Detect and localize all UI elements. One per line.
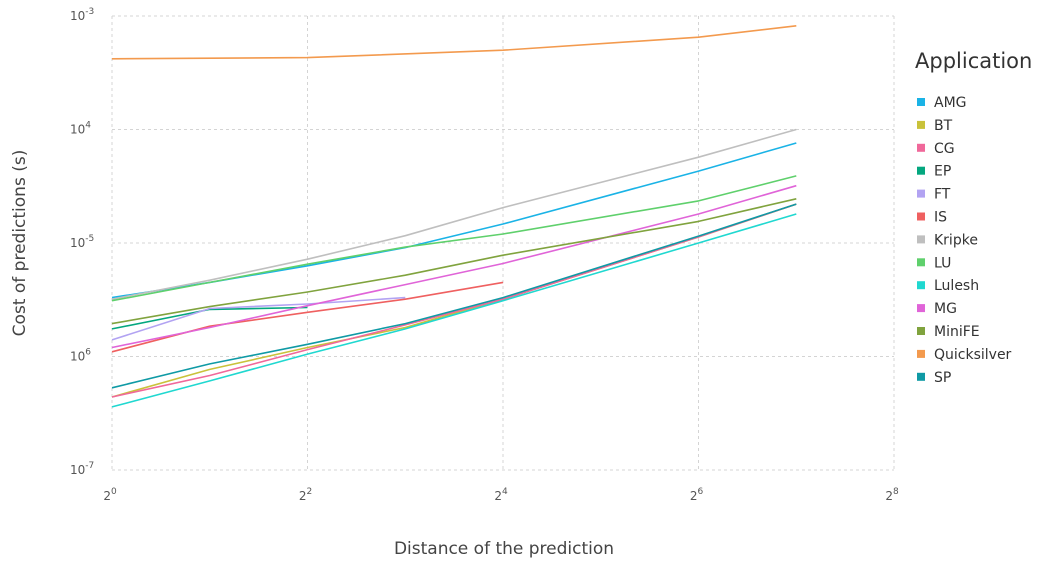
x-tick-label: 26 [690,487,704,503]
legend-label-ft: FT [934,187,951,203]
legend-swatch-lu [917,258,925,267]
series-lines [111,25,797,408]
y-tick-label: 10-7 [70,461,94,477]
legend-label-kripke: Kripke [934,232,978,248]
series-line-ft [111,296,406,341]
legend-label-is: IS [934,210,947,226]
x-tick-label: 22 [299,487,312,503]
legend-swatch-ep [917,166,925,175]
legend-label-ep: EP [934,164,951,180]
series-line-ep [111,306,308,330]
legend-swatch-bt [917,120,925,129]
axis-ticks: 20 22 24 26 28 10-3 104 10-5 106 10-7 [70,7,899,503]
legend-title: Application [915,49,1032,73]
legend-swatch-cg [917,143,925,152]
gridlines [111,15,895,471]
legend-label-bt: BT [934,118,953,134]
legend-swatch-ft [917,189,925,198]
legend-swatch-kripke [917,235,925,244]
legend-swatch-is [917,212,925,221]
legend-swatch-quicksilver [917,349,925,358]
series-line-lulesh [111,213,797,408]
x-axis-title: Distance of the prediction [394,539,614,559]
x-tick-label: 28 [885,487,899,503]
series-line-minife [111,198,797,325]
series-line-cg [111,203,797,398]
y-axis-title: Cost of predictions (s) [10,150,30,337]
y-tick-label: 104 [70,121,91,137]
series-line-kripke [111,128,797,300]
legend-swatch-minife [917,327,925,335]
series-line-lu [111,175,797,302]
legend-label-mg: MG [934,301,957,317]
y-tick-label: 10-5 [70,234,94,250]
y-tick-label: 10-3 [70,7,94,23]
x-tick-label: 20 [103,487,117,503]
legend-swatch-lulesh [917,281,925,290]
legend-label-amg: AMG [934,95,967,111]
y-tick-label: 106 [70,348,91,364]
series-line-quicksilver [111,25,797,60]
legend-label-lulesh: Lulesh [934,278,979,294]
legend-swatch-sp [917,372,925,381]
legend-swatch-mg [917,304,925,313]
legend-label-cg: CG [934,141,955,157]
legend-label-lu: LU [934,255,951,271]
legend-label-quicksilver: Quicksilver [934,347,1012,363]
series-line-sp [111,203,797,389]
series-line-mg [111,184,797,349]
legend: Application AMG BT CG EP FT IS Kripke LU Lulesh M… [915,49,1032,386]
legend-swatch-amg [917,98,925,106]
legend-label-sp: SP [934,370,951,386]
x-tick-label: 24 [494,487,508,503]
legend-label-minife: MiniFE [934,324,980,340]
series-line-bt [111,203,797,398]
